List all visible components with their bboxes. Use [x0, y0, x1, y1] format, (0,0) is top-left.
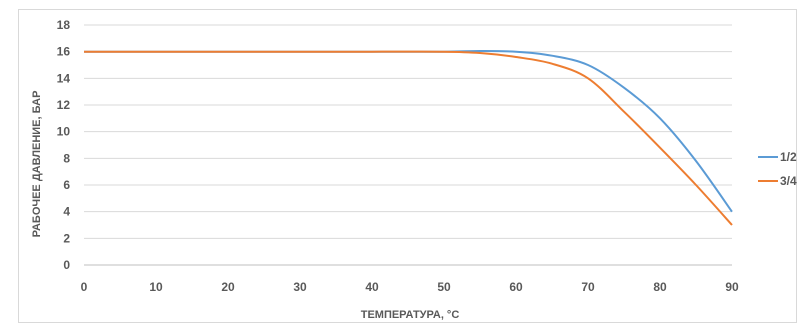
- chart-area: [18, 9, 797, 323]
- x-tick-label: 90: [725, 280, 739, 294]
- x-axis-title: ТЕМПЕРАТУРА, °С: [361, 309, 460, 321]
- y-axis-ticks: 0 2 4 6 8 10 12 14 16 18: [57, 18, 71, 272]
- y-axis-title: РАБОЧЕЕ ДАВЛЕНИЕ, БАР: [31, 91, 43, 238]
- y-tick-label: 18: [57, 18, 71, 32]
- x-tick-label: 40: [365, 280, 379, 294]
- legend: 1/2 3/4: [758, 150, 797, 188]
- x-tick-label: 60: [509, 280, 523, 294]
- legend-label: 3/4: [780, 174, 797, 188]
- y-tick-label: 16: [57, 45, 71, 59]
- series-lines: [83, 49, 733, 226]
- x-tick-label: 70: [581, 280, 595, 294]
- series-line-2: [83, 50, 733, 226]
- y-tick-label: 6: [63, 178, 70, 192]
- y-tick-label: 0: [63, 258, 70, 272]
- x-axis-ticks: 0 10 20 30 40 50 60 70 80 90: [81, 280, 739, 294]
- y-tick-label: 4: [63, 205, 70, 219]
- y-tick-label: 10: [57, 125, 71, 139]
- y-tick-label: 14: [57, 71, 71, 85]
- x-tick-label: 50: [437, 280, 451, 294]
- gridlines: [84, 24, 732, 266]
- x-tick-label: 30: [293, 280, 307, 294]
- x-tick-label: 10: [149, 280, 163, 294]
- x-tick-label: 80: [653, 280, 667, 294]
- x-tick-label: 20: [221, 280, 235, 294]
- y-tick-label: 8: [63, 151, 70, 165]
- y-tick-label: 2: [63, 231, 70, 245]
- y-tick-label: 12: [57, 98, 71, 112]
- x-tick-label: 0: [81, 280, 88, 294]
- legend-label: 1/2: [780, 150, 797, 164]
